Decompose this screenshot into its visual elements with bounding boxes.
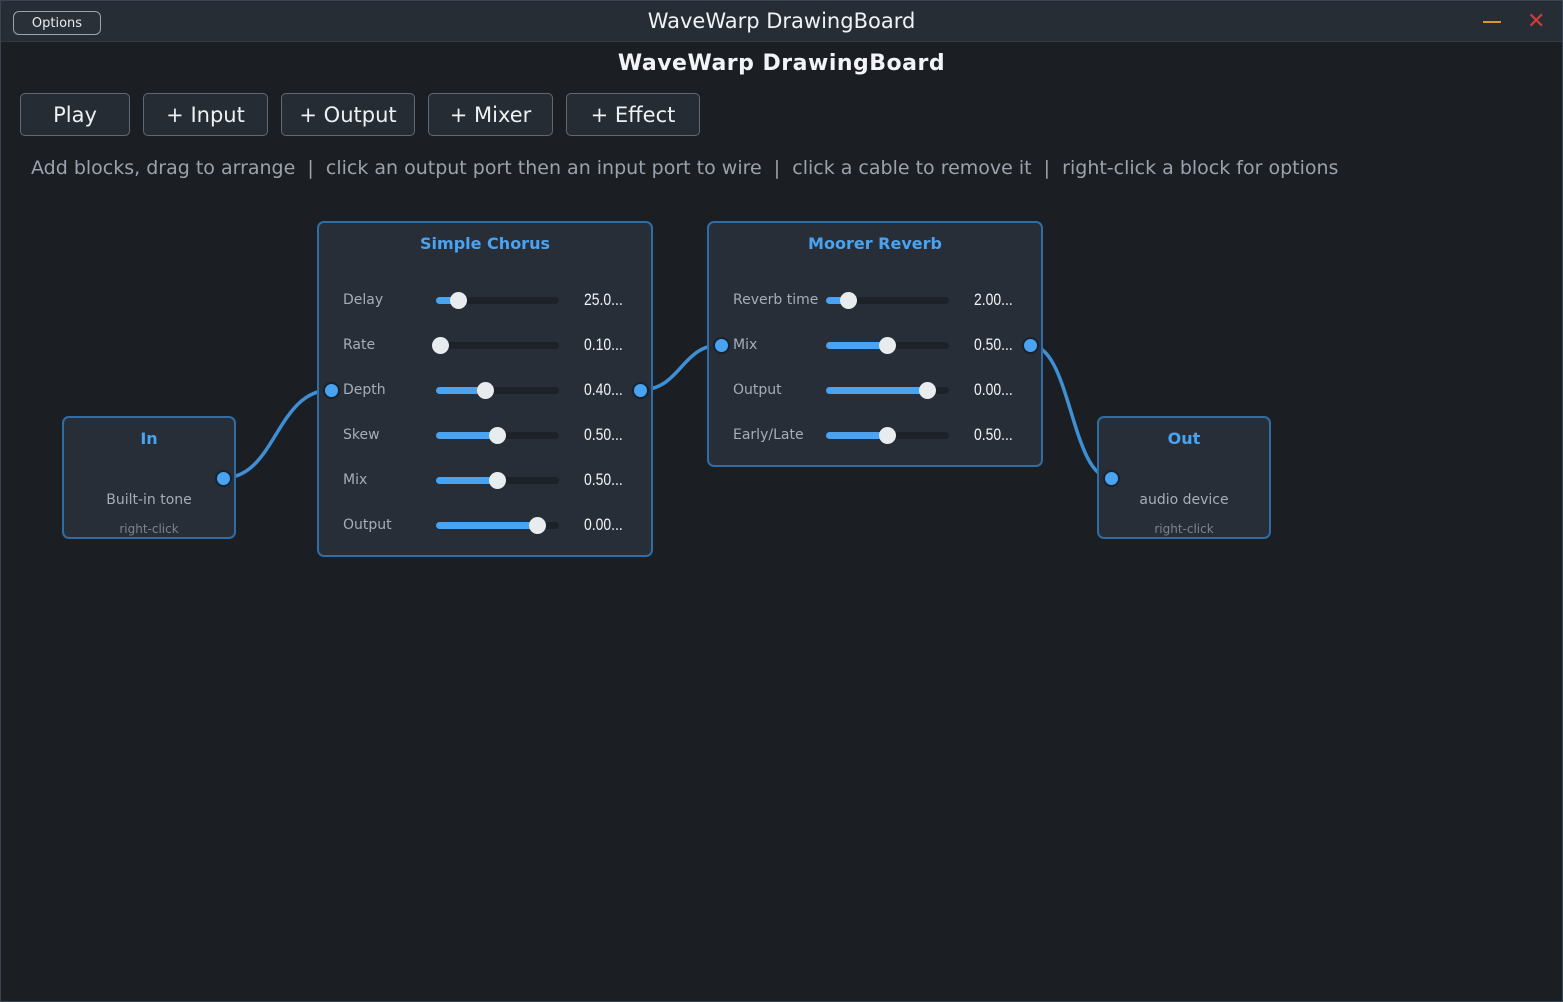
param-label: Skew <box>343 427 380 443</box>
param-slider[interactable] <box>826 337 949 354</box>
slider-fill <box>826 387 929 394</box>
param-slider[interactable] <box>436 382 559 399</box>
slider-thumb[interactable] <box>488 427 506 444</box>
output-block[interactable]: Out audio device right-click <box>1097 416 1271 539</box>
options-button[interactable]: Options <box>13 11 101 35</box>
slider-thumb[interactable] <box>450 292 468 309</box>
param-slider[interactable] <box>826 427 949 444</box>
param-label: Mix <box>733 337 758 353</box>
param-label: Rate <box>343 337 376 353</box>
reverb-input-port[interactable] <box>713 337 730 354</box>
reverb-output-port[interactable] <box>1022 337 1039 354</box>
param-value: 2.00... <box>974 290 1013 309</box>
slider-fill <box>436 477 498 484</box>
param-slider[interactable] <box>826 382 949 399</box>
add-input-button[interactable]: + Input <box>143 93 268 136</box>
slider-thumb[interactable] <box>529 517 547 534</box>
add-output-button[interactable]: + Output <box>281 93 415 136</box>
slider-fill <box>436 297 460 304</box>
param-value: 0.00... <box>974 380 1013 399</box>
slider-thumb[interactable] <box>919 382 937 399</box>
close-icon[interactable]: ✕ <box>1527 9 1546 34</box>
param-value: 0.00... <box>584 515 623 534</box>
window-title: WaveWarp DrawingBoard <box>647 9 916 33</box>
minimize-icon[interactable] <box>1483 21 1501 23</box>
play-button[interactable]: Play <box>20 93 130 136</box>
param-value: 0.50... <box>974 425 1013 444</box>
out-input-port[interactable] <box>1103 470 1120 487</box>
param-slider[interactable] <box>826 292 949 309</box>
in-output-port[interactable] <box>215 470 232 487</box>
param-slider[interactable] <box>436 472 559 489</box>
slider-thumb[interactable] <box>878 337 896 354</box>
param-slider[interactable] <box>436 427 559 444</box>
param-value: 0.10... <box>584 335 623 354</box>
slider-fill <box>436 522 539 529</box>
slider-thumb[interactable] <box>488 472 506 489</box>
param-value: 25.0... <box>584 290 623 309</box>
block-title: Out <box>1167 429 1201 448</box>
param-label: Mix <box>343 472 368 488</box>
param-value: 0.50... <box>584 470 623 489</box>
slider-fill <box>826 342 888 349</box>
instructions-hint: Add blocks, drag to arrange | click an o… <box>31 157 1339 179</box>
add-mixer-button[interactable]: + Mixer <box>428 93 553 136</box>
block-title: In <box>140 429 158 448</box>
block-title: Moorer Reverb <box>808 234 942 253</box>
param-label: Reverb time <box>733 292 819 308</box>
cable-in-to-chorus[interactable] <box>222 388 332 480</box>
param-label: Delay <box>343 292 384 308</box>
param-label: Early/Late <box>733 427 804 443</box>
slider-fill <box>826 432 888 439</box>
param-slider[interactable] <box>431 337 559 354</box>
param-label: Depth <box>343 382 386 398</box>
slider-thumb[interactable] <box>431 337 449 354</box>
param-value: 0.50... <box>974 335 1013 354</box>
add-effect-button[interactable]: + Effect <box>566 93 700 136</box>
slider-fill <box>826 297 850 304</box>
chorus-block[interactable]: Simple Chorus Delay 25.0... Rate 0.10... Dep… <box>317 221 653 557</box>
param-label: Output <box>343 517 392 533</box>
block-title: Simple Chorus <box>420 234 550 253</box>
block-note: right-click <box>1154 522 1214 536</box>
app-heading: WaveWarp DrawingBoard <box>617 51 946 76</box>
slider-thumb[interactable] <box>878 427 896 444</box>
param-slider[interactable] <box>436 517 559 534</box>
reverb-block[interactable]: Moorer Reverb Reverb time 2.00... Mix 0.50.… <box>707 221 1043 467</box>
block-subtitle: audio device <box>1139 492 1229 508</box>
param-label: Output <box>733 382 782 398</box>
param-slider[interactable] <box>436 292 559 309</box>
slider-fill <box>436 387 487 394</box>
chorus-input-port[interactable] <box>323 382 340 399</box>
input-block[interactable]: In Built-in tone right-click <box>62 416 236 539</box>
param-value: 0.50... <box>584 425 623 444</box>
slider-thumb[interactable] <box>477 382 495 399</box>
title-bar[interactable]: Options WaveWarp DrawingBoard ✕ <box>1 1 1562 42</box>
chorus-output-port[interactable] <box>632 382 649 399</box>
slider-thumb[interactable] <box>840 292 858 309</box>
param-value: 0.40... <box>584 380 623 399</box>
block-note: right-click <box>119 522 179 536</box>
slider-fill <box>436 432 498 439</box>
block-subtitle: Built-in tone <box>106 492 192 508</box>
